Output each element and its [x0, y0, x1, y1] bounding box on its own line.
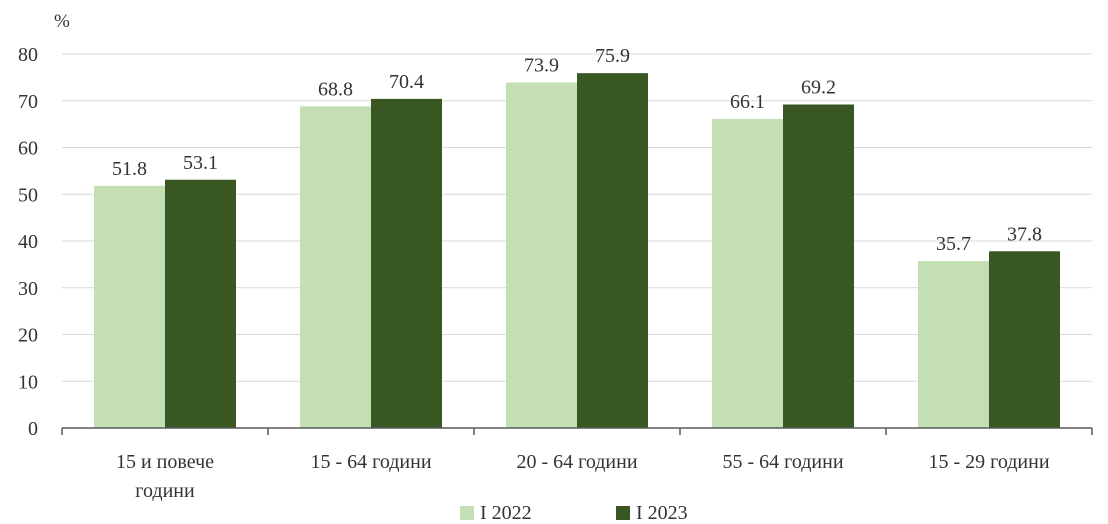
category-label: 15 - 29 години [928, 451, 1049, 473]
data-label: 73.9 [524, 55, 559, 77]
bar [918, 261, 989, 428]
category-label: 15 - 64 години [310, 451, 431, 473]
bars [94, 73, 1060, 429]
bar [577, 73, 648, 428]
y-axis-ticks: 0 10 20 30 40 50 60 70 80 [18, 44, 38, 440]
data-label: 53.1 [183, 152, 218, 174]
y-tick-label: 0 [28, 418, 38, 440]
bar [989, 251, 1060, 428]
data-label: 35.7 [936, 233, 971, 255]
y-tick-label: 60 [18, 138, 38, 160]
data-label: 37.8 [1007, 223, 1042, 245]
x-axis: 15 и повече години 15 - 64 години 20 - 64 г… [61, 427, 1093, 502]
data-label: 66.1 [730, 91, 765, 113]
bar [506, 82, 577, 428]
bar [783, 104, 854, 429]
legend: I 2022 I 2023 [460, 502, 688, 524]
bar [712, 118, 783, 429]
category-label: 15 и повече [116, 451, 214, 473]
y-tick-label: 30 [18, 278, 38, 300]
category-label: 55 - 64 години [722, 451, 843, 473]
y-tick-label: 20 [18, 325, 38, 347]
category-label: години [135, 480, 195, 502]
y-tick-label: 10 [18, 371, 38, 393]
bar [300, 106, 371, 429]
y-tick-label: 50 [18, 184, 38, 206]
y-axis-unit-label: % [54, 11, 70, 32]
category-label: 20 - 64 години [516, 451, 637, 473]
y-tick-label: 70 [18, 91, 38, 113]
legend-label: I 2022 [480, 502, 532, 524]
y-tick-label: 80 [18, 44, 38, 66]
legend-swatch [460, 506, 474, 520]
bar [165, 179, 236, 428]
data-label: 70.4 [389, 71, 424, 93]
data-label: 75.9 [595, 45, 630, 67]
legend-swatch [616, 506, 630, 520]
y-tick-label: 40 [18, 231, 38, 253]
data-labels: 51.8 53.1 68.8 70.4 73.9 75.9 66.1 69.2 35.7 37.8 [112, 45, 1042, 255]
legend-label: I 2023 [636, 502, 688, 524]
data-label: 51.8 [112, 158, 147, 180]
data-label: 68.8 [318, 78, 353, 100]
bar [94, 185, 165, 428]
bar [371, 98, 442, 428]
data-label: 69.2 [801, 76, 836, 98]
